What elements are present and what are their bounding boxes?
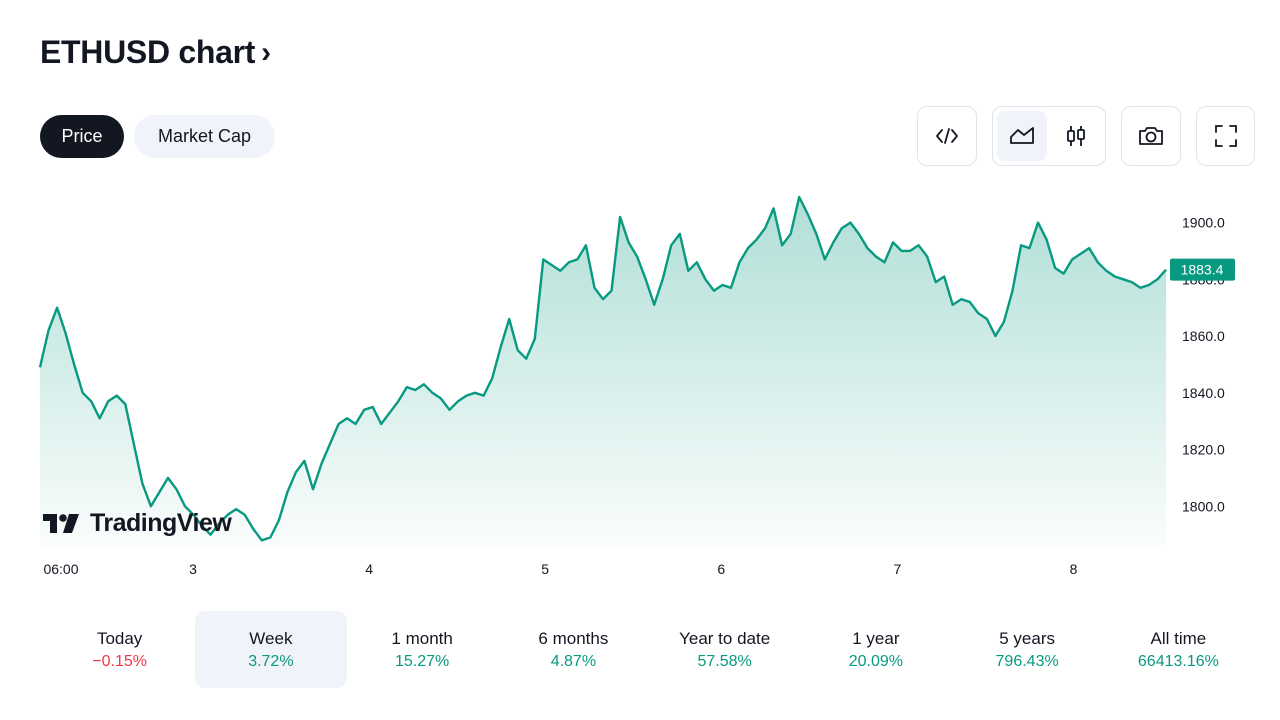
last-price-text: 1883.4 [1181,262,1224,278]
fullscreen-button[interactable] [1196,106,1255,166]
candlestick-icon [1067,126,1085,146]
screenshot-button[interactable] [1121,106,1181,166]
y-tick-label: 1840.0 [1182,385,1225,401]
period-change: 796.43% [995,652,1059,670]
x-tick-label: 3 [189,561,197,577]
period-label: 1 year [852,628,900,648]
price-line [38,195,1167,542]
page-title[interactable]: ETHUSD chart › [40,34,271,71]
y-tick-label: 1860.0 [1182,328,1225,344]
period-label: 1 month [391,628,453,648]
last-price-badge [1170,258,1235,281]
embed-button[interactable] [917,106,977,166]
period-change: 66413.16% [1137,652,1219,670]
period-button[interactable]: 1 year 20.09% [800,611,951,688]
period-label: Year to date [679,628,771,648]
period-button[interactable]: 6 months 4.87% [498,611,649,688]
period-change: −0.15% [92,652,147,670]
y-tick-label: 1800.0 [1182,498,1225,514]
price-area-fill [40,197,1166,546]
candlestick-button[interactable] [1051,111,1101,161]
y-tick-label: 1900.0 [1182,215,1225,231]
code-brackets-icon [936,128,958,144]
period-change: 3.72% [248,652,294,670]
period-button[interactable]: All time 66413.16% [1103,611,1254,688]
area-chart-icon [1010,127,1034,144]
period-change: 15.27% [394,652,450,670]
period-change: 4.87% [550,652,597,670]
x-tick-label: 8 [1070,561,1078,577]
period-button[interactable]: Week 3.72% [195,611,347,688]
period-label: Today [96,628,143,648]
watermark-text: TradingView [90,509,232,537]
period-change: 57.58% [697,652,752,670]
x-tick-label: 06:00 [43,561,78,577]
y-tick-label: 1820.0 [1182,442,1225,458]
page-title-text: ETHUSD chart [40,34,256,70]
camera-icon [1139,127,1163,145]
x-axis: 06:00 3 4 5 6 7 8 [43,561,1077,577]
period-selector: Today −0.15% Week 3.72% 1 month 15.27% 6 month… [44,611,1254,688]
chart-type-group [992,106,1106,166]
x-tick-label: 5 [541,561,549,577]
period-label: Week [249,628,293,648]
tab-market-cap[interactable]: Market Cap [134,115,275,158]
period-button[interactable]: 1 month 15.27% [347,611,498,688]
tradingview-watermark[interactable]: TradingView [42,509,232,538]
x-tick-label: 4 [365,561,373,577]
last-price-label: 1883.4 [1170,258,1235,281]
area-chart-button[interactable] [997,111,1047,161]
period-change: 20.09% [848,652,903,670]
x-tick-label: 6 [717,561,725,577]
x-tick-label: 7 [894,561,902,577]
period-button[interactable]: 5 years 796.43% [952,611,1103,688]
period-button[interactable]: Year to date 57.58% [649,611,800,688]
fullscreen-icon [1214,125,1237,147]
period-button[interactable]: Today −0.15% [44,611,195,688]
tab-price[interactable]: Price [40,115,124,158]
chevron-right-icon: › [261,35,271,69]
period-label: 6 months [538,628,609,648]
tradingview-logo-icon [43,513,79,533]
period-label: All time [1150,628,1207,648]
period-label: 5 years [999,628,1055,648]
